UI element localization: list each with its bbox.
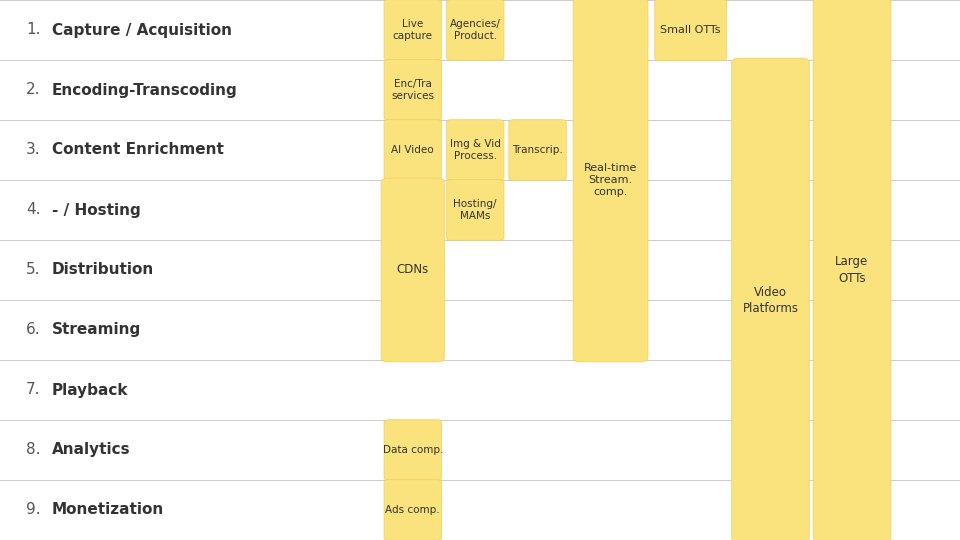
- Text: 2.: 2.: [26, 83, 40, 98]
- FancyBboxPatch shape: [384, 120, 442, 180]
- Text: Capture / Acquisition: Capture / Acquisition: [52, 23, 232, 37]
- Text: Analytics: Analytics: [52, 442, 131, 457]
- FancyBboxPatch shape: [381, 178, 444, 362]
- Text: 4.: 4.: [26, 202, 40, 218]
- Text: Video
Platforms: Video Platforms: [742, 286, 799, 314]
- Text: 5.: 5.: [26, 262, 40, 278]
- Text: Content Enrichment: Content Enrichment: [52, 143, 224, 158]
- Text: Monetization: Monetization: [52, 503, 164, 517]
- Text: 9.: 9.: [26, 503, 40, 517]
- Text: Img & Vid
Process.: Img & Vid Process.: [450, 139, 500, 161]
- FancyBboxPatch shape: [573, 0, 648, 362]
- Text: 3.: 3.: [26, 143, 40, 158]
- Text: Agencies/
Product.: Agencies/ Product.: [450, 19, 500, 41]
- FancyBboxPatch shape: [446, 180, 504, 240]
- Text: Transcrip.: Transcrip.: [513, 145, 563, 155]
- Text: Data comp.: Data comp.: [383, 445, 443, 455]
- FancyBboxPatch shape: [446, 120, 504, 180]
- Text: - / Hosting: - / Hosting: [52, 202, 140, 218]
- Text: CDNs: CDNs: [396, 264, 429, 276]
- Text: Playback: Playback: [52, 382, 129, 397]
- Text: Hosting/
MAMs: Hosting/ MAMs: [453, 199, 497, 221]
- FancyBboxPatch shape: [384, 480, 442, 540]
- Text: Real-time
Stream.
comp.: Real-time Stream. comp.: [584, 163, 637, 198]
- Text: AI Video: AI Video: [392, 145, 434, 155]
- FancyBboxPatch shape: [509, 120, 566, 180]
- Text: 8.: 8.: [26, 442, 40, 457]
- FancyBboxPatch shape: [384, 0, 442, 60]
- Text: Live
capture: Live capture: [393, 19, 433, 41]
- FancyBboxPatch shape: [655, 0, 727, 61]
- Text: 6.: 6.: [26, 322, 40, 338]
- Text: 7.: 7.: [26, 382, 40, 397]
- FancyBboxPatch shape: [384, 60, 442, 120]
- Text: Small OTTs: Small OTTs: [660, 25, 721, 35]
- Text: Streaming: Streaming: [52, 322, 141, 338]
- FancyBboxPatch shape: [384, 420, 442, 480]
- FancyBboxPatch shape: [446, 0, 504, 60]
- Text: Enc/Tra
services: Enc/Tra services: [392, 79, 434, 101]
- Text: Distribution: Distribution: [52, 262, 155, 278]
- Text: Large
OTTs: Large OTTs: [835, 255, 869, 285]
- FancyBboxPatch shape: [813, 0, 891, 540]
- Text: 1.: 1.: [26, 23, 40, 37]
- Text: Ads comp.: Ads comp.: [386, 505, 440, 515]
- FancyBboxPatch shape: [732, 58, 809, 540]
- Text: Encoding-Transcoding: Encoding-Transcoding: [52, 83, 237, 98]
